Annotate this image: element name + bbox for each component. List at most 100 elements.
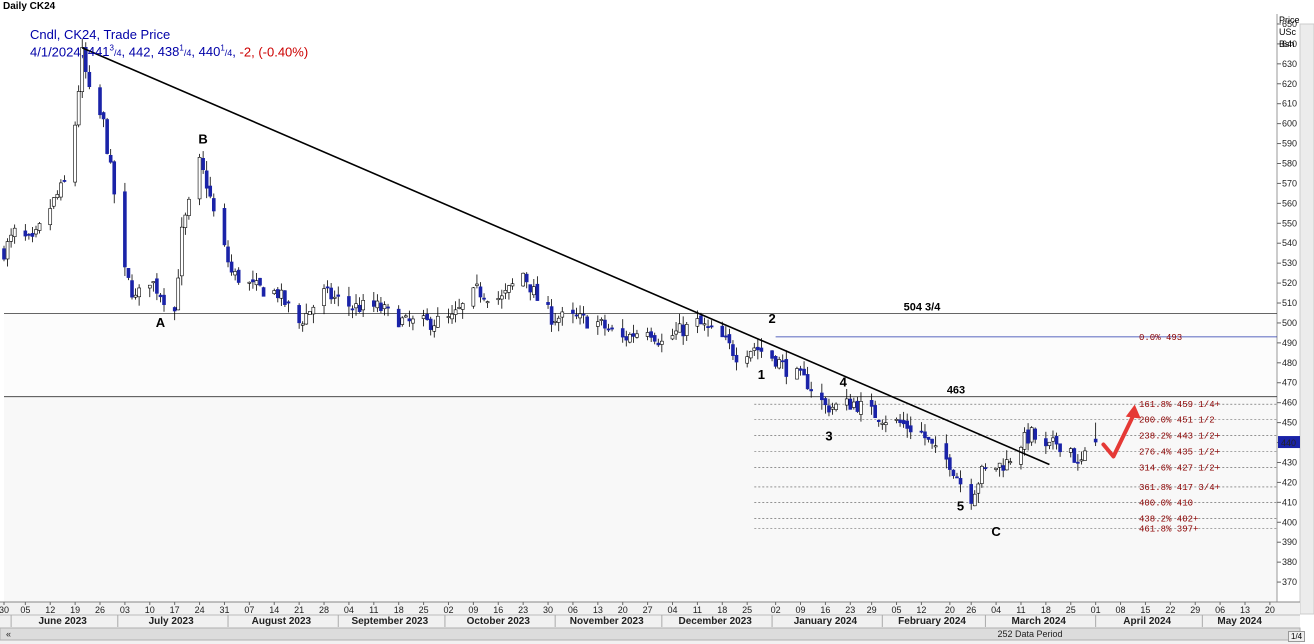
candle-body bbox=[933, 445, 938, 448]
candle-body bbox=[699, 315, 703, 325]
scale-caption-price: Price bbox=[1279, 15, 1300, 25]
candle-body bbox=[475, 283, 479, 286]
candle-body bbox=[702, 323, 707, 326]
y-tick-label: 490 bbox=[1282, 338, 1297, 348]
candle-body bbox=[325, 286, 330, 289]
candle-body bbox=[386, 306, 390, 309]
y-tick-label: 620 bbox=[1282, 79, 1297, 89]
x-tick-label: 18 bbox=[717, 605, 727, 615]
x-tick-label: 12 bbox=[916, 605, 926, 615]
candle-body bbox=[482, 297, 486, 300]
y-tick-label: 530 bbox=[1282, 258, 1297, 268]
candle-body bbox=[880, 422, 885, 425]
candle-body bbox=[805, 374, 810, 390]
x-tick-label: 13 bbox=[593, 605, 603, 615]
candle-body bbox=[450, 313, 454, 320]
candle-body bbox=[606, 328, 611, 331]
candle-body bbox=[421, 315, 426, 319]
x-tick-label: 17 bbox=[170, 605, 180, 615]
candle-body bbox=[304, 313, 309, 325]
candle-body bbox=[507, 285, 511, 293]
candle-body bbox=[809, 389, 813, 392]
candle-body bbox=[27, 233, 31, 236]
x-tick-label: 04 bbox=[344, 605, 354, 615]
close-value: 4401/4, bbox=[198, 44, 236, 60]
x-tick-label: 07 bbox=[244, 605, 254, 615]
y-tick-label: 460 bbox=[1282, 398, 1297, 408]
month-label: June 2023 bbox=[38, 616, 87, 627]
candle-body bbox=[532, 286, 536, 296]
candle-body bbox=[55, 194, 60, 198]
candle-body bbox=[827, 405, 831, 413]
fibonacci-label: 238.2% 443 1/2+ bbox=[1139, 432, 1220, 442]
candle-body bbox=[187, 198, 191, 216]
candle-body bbox=[62, 180, 67, 182]
month-label: July 2023 bbox=[149, 616, 194, 627]
x-tick-label: 27 bbox=[643, 605, 653, 615]
y-tick-label: 570 bbox=[1282, 178, 1297, 188]
candle-body bbox=[411, 318, 415, 324]
vertical-scrollbar bbox=[1299, 23, 1314, 615]
candle-body bbox=[436, 315, 440, 328]
candle-body bbox=[396, 308, 401, 328]
candle-body bbox=[329, 287, 333, 300]
candle-body bbox=[308, 311, 312, 315]
candle-body bbox=[908, 425, 913, 433]
forecast-arrow bbox=[1101, 414, 1135, 459]
candle-body bbox=[108, 154, 113, 163]
candle-body bbox=[898, 419, 902, 423]
month-label: November 2023 bbox=[570, 616, 644, 627]
candle-body bbox=[460, 303, 465, 310]
candle-body bbox=[12, 227, 17, 238]
candle-body bbox=[112, 161, 117, 195]
candle-body bbox=[549, 306, 554, 325]
candle-body bbox=[1033, 428, 1038, 440]
y-tick-label: 510 bbox=[1282, 298, 1297, 308]
candle-body bbox=[620, 328, 625, 338]
candle-body bbox=[286, 301, 291, 304]
candle-body bbox=[1051, 437, 1055, 442]
candle-body bbox=[361, 300, 365, 311]
candle-body bbox=[894, 419, 899, 421]
candle-body bbox=[983, 467, 988, 470]
y-tick-label: 650 bbox=[1282, 19, 1297, 29]
candle-body bbox=[976, 483, 981, 494]
candle-body bbox=[211, 198, 216, 212]
month-label: February 2024 bbox=[898, 616, 966, 627]
candle-body bbox=[30, 233, 35, 237]
candle-body bbox=[130, 280, 134, 298]
y-tick-label: 630 bbox=[1282, 59, 1297, 69]
candle-body bbox=[834, 403, 838, 410]
candle-body bbox=[83, 46, 88, 72]
x-tick-label: 14 bbox=[269, 605, 279, 615]
candle-body bbox=[432, 325, 437, 332]
level-label-lower: 463 bbox=[947, 385, 965, 397]
candle-body bbox=[610, 327, 614, 330]
candle-body bbox=[578, 313, 582, 319]
candle-body bbox=[972, 493, 977, 507]
x-tick-label: 01 bbox=[1091, 605, 1101, 615]
candle-body bbox=[229, 261, 234, 273]
candle-body bbox=[784, 359, 789, 377]
candle-body bbox=[1019, 446, 1023, 465]
candle-body bbox=[372, 300, 376, 307]
candle-body bbox=[1044, 438, 1048, 447]
candle-body bbox=[59, 182, 63, 198]
candle-body bbox=[9, 234, 13, 242]
x-tick-label: 02 bbox=[771, 605, 781, 615]
y-tick-label: 520 bbox=[1282, 278, 1297, 288]
wave-label: 5 bbox=[957, 498, 964, 513]
candle-body bbox=[951, 469, 956, 476]
x-tick-label: 15 bbox=[1140, 605, 1150, 615]
fibonacci-label: 314.6% 427 1/2+ bbox=[1139, 463, 1220, 473]
x-tick-label: 25 bbox=[742, 605, 752, 615]
candle-body bbox=[276, 289, 280, 299]
candle-body bbox=[1058, 443, 1062, 453]
candle-body bbox=[869, 400, 874, 407]
x-tick-label: 24 bbox=[195, 605, 205, 615]
candle-body bbox=[556, 317, 561, 323]
plot-area-upper bbox=[4, 14, 1277, 314]
page-navigator[interactable]: 1/4 bbox=[1288, 631, 1306, 642]
